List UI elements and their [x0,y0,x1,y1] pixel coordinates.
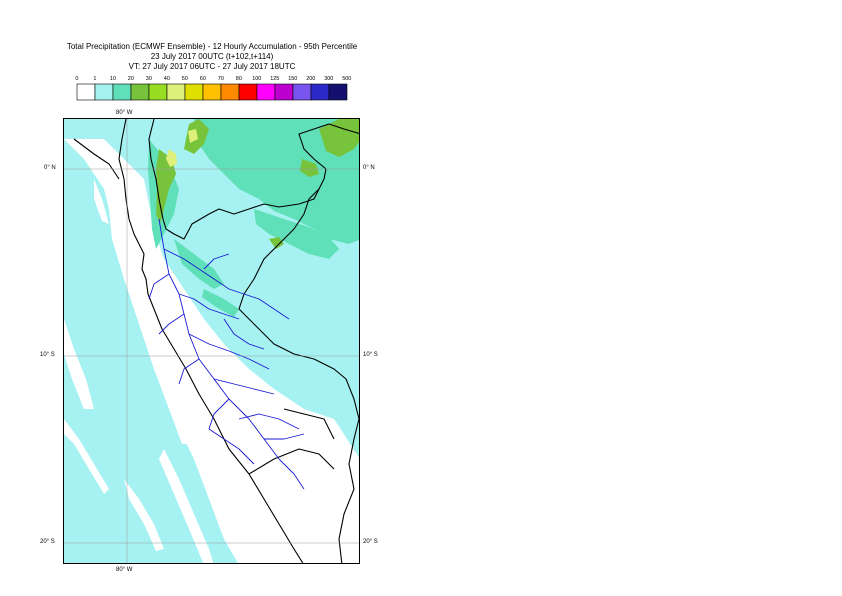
legend-swatch-12 [292,83,312,101]
legend-swatch-1 [94,83,114,101]
country-borders [73,119,359,563]
legend-swatch-14 [328,83,348,101]
legend-label-6: 50 [181,76,188,82]
map-title: Total Precipitation (ECMWF Ensemble) - 1… [0,42,424,72]
legend-label-7: 60 [199,76,206,82]
title-line-2: 23 July 2017 00UTC (t+102,t+114) [150,52,274,61]
legend-label-12: 150 [288,76,298,82]
legend-label-15: 500 [342,76,352,82]
lat-label-0n-left: 0° N [44,165,56,171]
legend-label-11: 125 [270,76,280,82]
legend-label-14: 300 [324,76,334,82]
legend-swatch-3 [130,83,150,101]
legend-swatch-4 [148,83,168,101]
legend-swatch-5 [166,83,186,101]
legend-swatch-2 [112,83,132,101]
legend-swatch-7 [202,83,222,101]
map-canvas [64,119,359,563]
lon-label-top: 80° W [116,110,133,116]
legend-label-10: 100 [252,76,262,82]
legend-boxes [76,83,348,101]
lat-label-0n-right: 0° N [363,165,375,171]
legend-label-5: 40 [163,76,170,82]
legend-label-4: 30 [145,76,152,82]
lat-label-10s-right: 10° S [363,352,378,358]
title-line-1: Total Precipitation (ECMWF Ensemble) - 1… [66,42,358,51]
legend-swatch-10 [256,83,276,101]
legend-label-1: 1 [93,76,97,82]
precipitation-map [63,118,360,564]
legend-swatch-8 [220,83,240,101]
lat-label-10s-left: 10° S [40,352,55,358]
legend-label-2: 10 [109,76,116,82]
title-line-3: VT: 27 July 2017 06UTC - 27 July 2017 18… [128,62,296,71]
precip-band-40-50 [166,129,198,167]
precip-band-20-40 [156,119,359,249]
legend-swatch-11 [274,83,294,101]
legend-label-9: 80 [235,76,242,82]
lon-label-bottom: 80° W [116,567,133,573]
department-borders [148,218,305,490]
legend-label-13: 200 [306,76,316,82]
legend-swatch-0 [76,83,96,101]
legend-label-0: 0 [75,76,79,82]
legend-swatch-13 [310,83,330,101]
legend-swatch-6 [184,83,204,101]
lat-label-20s-right: 20° S [363,539,378,545]
legend-label-3: 20 [127,76,134,82]
legend-label-8: 70 [217,76,224,82]
ocean-gaps [64,179,334,563]
legend-swatch-9 [238,83,258,101]
lat-label-20s-left: 20° S [40,539,55,545]
graticule [64,119,359,563]
